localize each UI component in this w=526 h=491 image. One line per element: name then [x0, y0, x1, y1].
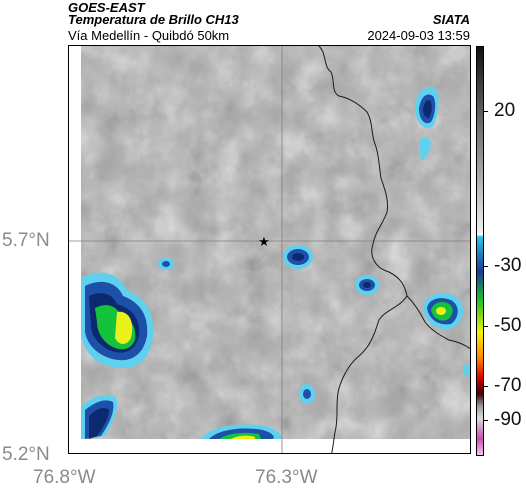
cloud-east-1 — [355, 275, 379, 295]
latitude-label-bottom: 5.2°N — [2, 444, 50, 465]
colorbar-label-minus70: -70 — [494, 375, 522, 396]
cloud-bottom-center — [201, 424, 282, 439]
cloud-northeast — [415, 86, 439, 161]
cloud-small-2 — [299, 384, 315, 404]
cloud-bottom-left — [81, 394, 118, 439]
colorbar-label-minus30: -30 — [494, 255, 522, 276]
cloud-east-2 — [423, 293, 464, 330]
map-edge-left — [69, 46, 81, 453]
colorbar-label-minus50: -50 — [494, 315, 522, 336]
timestamp: 2024-09-03 13:59 — [367, 28, 470, 43]
cloud-small-1 — [158, 258, 174, 270]
boundary-line-east — [406, 295, 470, 350]
colorbar-tick — [484, 326, 488, 327]
map-edge-bottom — [69, 439, 470, 453]
longitude-label-right: 76.3°W — [255, 467, 318, 488]
colorbar-tick — [484, 111, 488, 112]
colorbar-tick — [484, 420, 488, 421]
brand-label: SIATA — [432, 12, 470, 27]
satellite-map[interactable]: ★ — [68, 45, 471, 454]
brightness-texture — [69, 46, 470, 453]
colorbar-label-minus90: -90 — [494, 409, 522, 430]
latitude-label-top: 5.7°N — [2, 230, 50, 251]
cloud-small-3 — [463, 364, 470, 376]
map-canvas: ★ — [69, 46, 470, 453]
cloud-center — [283, 245, 313, 269]
cloud-large-west — [81, 272, 154, 369]
title-line-1: GOES-EAST — [68, 0, 145, 15]
colorbar-tick — [484, 266, 488, 267]
colorbar-label-20: 20 — [494, 100, 516, 121]
longitude-label-left: 76.8°W — [33, 467, 96, 488]
colorbar-tick — [484, 386, 488, 387]
star-icon[interactable]: ★ — [258, 235, 270, 250]
colorbar — [476, 46, 484, 456]
title-line-2: Temperatura de Brillo CH13 — [68, 12, 239, 27]
boundary-line — [318, 46, 408, 453]
map-subtitle: Vía Medellín - Quibdó 50km — [68, 28, 230, 43]
